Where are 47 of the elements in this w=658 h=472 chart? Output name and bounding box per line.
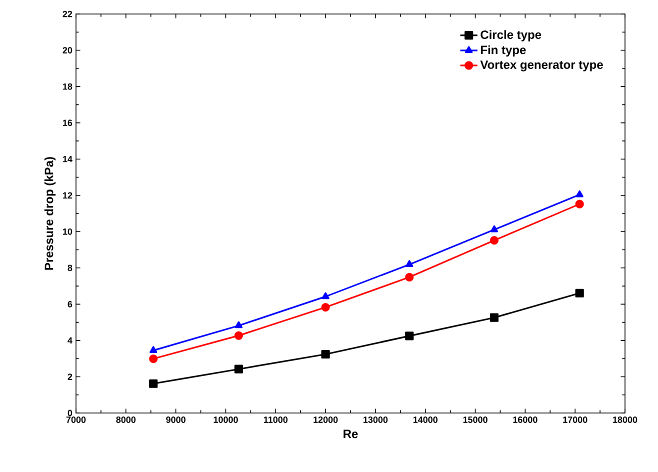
y-tick-label: 14 — [63, 156, 72, 162]
y-tick-label: 4 — [68, 337, 72, 344]
x-tick-label: 8000 — [116, 416, 136, 423]
y-tick-label: 16 — [63, 120, 72, 126]
point — [405, 332, 414, 340]
y-tick-label: 18 — [63, 83, 72, 90]
y-tick-label: 20 — [62, 47, 72, 54]
y-tick-label: 0 — [68, 410, 72, 416]
y-tick-label: 22 — [62, 10, 72, 18]
point — [322, 292, 330, 300]
point — [149, 379, 158, 388]
legend-label: Circle type — [480, 30, 542, 42]
x-tick-label: 15000 — [463, 416, 488, 423]
x-tick-label: 18000 — [613, 416, 638, 423]
x-axis-title: Re — [344, 430, 358, 438]
y-tick-label: 2 — [68, 374, 72, 380]
x-tick-label: 13000 — [364, 416, 388, 423]
x-tick-label: 10000 — [214, 416, 238, 423]
x-tick-label: 16000 — [513, 416, 538, 423]
x-tick-label: 7000 — [66, 416, 86, 423]
point — [321, 302, 330, 312]
point — [406, 260, 414, 268]
x-tick-label: 14000 — [413, 416, 438, 423]
point — [234, 364, 244, 374]
x-tick-label: 17000 — [563, 416, 588, 423]
y-tick-label: 6 — [68, 300, 72, 308]
legend-label: Vortex generator type — [480, 60, 603, 72]
y-tick-label: 10 — [63, 228, 72, 235]
point — [405, 272, 414, 282]
y-tick-label: 12 — [63, 192, 72, 199]
point — [150, 346, 158, 353]
point — [149, 354, 158, 364]
point — [576, 190, 584, 198]
legend-label: Fin type — [480, 45, 526, 57]
point — [575, 288, 584, 298]
y-axis-title: Pressure drop (kPa) — [44, 157, 56, 270]
point — [490, 313, 499, 322]
y-tick-label: 8 — [68, 264, 72, 272]
x-tick-label: 11000 — [264, 416, 288, 423]
point — [321, 350, 330, 359]
point — [234, 331, 244, 340]
x-tick-label: 12000 — [314, 416, 338, 423]
point — [490, 225, 498, 232]
point — [234, 321, 243, 328]
point — [575, 200, 584, 208]
point — [490, 236, 499, 245]
x-tick-label: 9000 — [166, 416, 186, 423]
